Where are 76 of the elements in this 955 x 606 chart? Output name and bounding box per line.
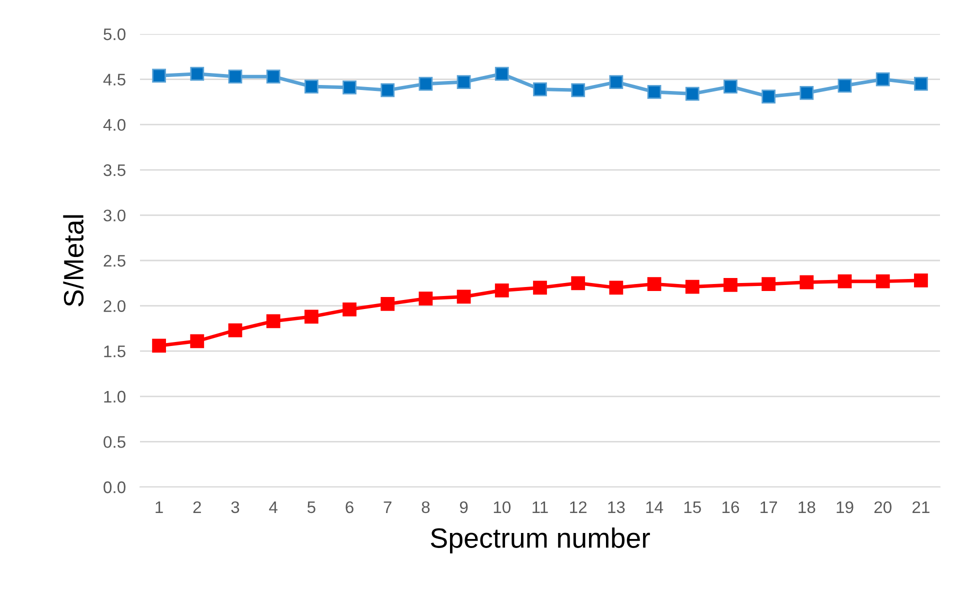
point — [800, 86, 814, 100]
x-tick-label: 7 — [384, 502, 392, 513]
point — [152, 68, 166, 83]
y-tick-label: 3.5 — [104, 164, 126, 176]
point — [571, 276, 586, 290]
y-tick-label: 2.0 — [104, 300, 126, 312]
point — [533, 280, 547, 295]
point — [190, 66, 204, 81]
x-tick-label: 13 — [608, 501, 625, 514]
y-tick-label: 0.5 — [104, 436, 126, 448]
point — [838, 274, 852, 288]
point — [762, 277, 776, 291]
point — [228, 323, 242, 338]
point — [342, 80, 356, 94]
point — [724, 80, 738, 94]
point — [304, 80, 318, 94]
x-tick-label: 20 — [874, 501, 892, 514]
point — [533, 82, 547, 96]
point — [418, 292, 433, 306]
x-tick-label: 18 — [798, 501, 816, 514]
point — [876, 72, 890, 86]
point — [800, 275, 814, 290]
x-tick-label: 6 — [346, 501, 354, 514]
x-tick-label: 1 — [156, 502, 163, 513]
x-tick-label: 3 — [231, 501, 240, 514]
y-tick-label: 3.0 — [104, 210, 126, 222]
x-tick-label: 5 — [307, 502, 316, 514]
point — [838, 78, 852, 93]
point — [380, 297, 395, 311]
point — [228, 70, 242, 84]
point — [190, 334, 204, 348]
point — [724, 278, 738, 292]
x-tick-label: 15 — [684, 502, 701, 514]
y-tick-label: 1.0 — [104, 390, 126, 403]
point — [609, 75, 624, 89]
point — [266, 70, 280, 84]
y-axis-title: S/Metal — [63, 215, 84, 306]
point — [685, 86, 700, 101]
x-tick-label: 21 — [912, 501, 930, 513]
point — [266, 314, 280, 328]
point — [762, 90, 776, 104]
x-axis-title: Spectrum number — [430, 528, 650, 554]
x-tick-label: 17 — [760, 502, 778, 513]
y-tick-label: 4.5 — [103, 74, 126, 86]
point — [609, 280, 624, 295]
point — [571, 83, 586, 98]
point — [418, 76, 433, 91]
y-tick-label: 1.5 — [104, 346, 126, 358]
point — [304, 310, 318, 324]
y-tick-label: 2.5 — [104, 254, 126, 267]
point — [876, 274, 890, 288]
point — [647, 85, 662, 99]
y-tick-label: 4.0 — [103, 119, 126, 131]
y-tick-label: 0.0 — [104, 481, 126, 494]
point — [380, 83, 395, 98]
point — [494, 283, 509, 298]
x-tick-label: 14 — [646, 502, 664, 513]
x-tick-label: 16 — [722, 501, 740, 514]
x-tick-label: 12 — [570, 501, 587, 513]
x-tick-label: 8 — [422, 501, 430, 514]
x-tick-label: 10 — [494, 501, 511, 514]
point — [494, 66, 509, 81]
point — [152, 338, 166, 353]
x-tick-label: 9 — [460, 501, 468, 514]
x-tick-label: 11 — [532, 502, 548, 513]
point — [914, 76, 928, 91]
y-tick-label: 5.0 — [104, 28, 126, 40]
point — [914, 273, 928, 288]
x-tick-label: 4 — [269, 502, 278, 513]
x-tick-label: 19 — [836, 501, 854, 514]
point — [456, 75, 471, 89]
point — [647, 277, 662, 291]
point — [456, 290, 471, 304]
point — [685, 280, 700, 294]
x-tick-label: 2 — [193, 501, 201, 513]
point — [342, 302, 356, 316]
